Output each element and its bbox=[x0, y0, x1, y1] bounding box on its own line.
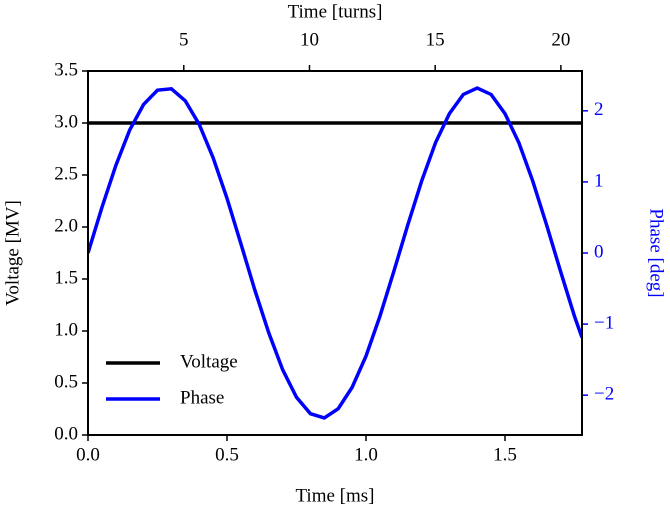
y-tick-label: 0.0 bbox=[54, 423, 78, 444]
y2-tick-label: −1 bbox=[594, 312, 614, 333]
x2-tick-label: 10 bbox=[300, 29, 319, 50]
x-tick-label: 1.0 bbox=[354, 444, 378, 465]
legend-label: Voltage bbox=[180, 351, 238, 372]
y-tick-label: 3.5 bbox=[54, 59, 78, 80]
y2-tick-label: 2 bbox=[594, 99, 604, 120]
y-tick-label: 2.0 bbox=[54, 215, 78, 236]
x-tick-label: 0.5 bbox=[215, 444, 239, 465]
x2-axis-label: Time [turns] bbox=[288, 1, 383, 22]
x-axis-label: Time [ms] bbox=[295, 485, 374, 506]
y-tick-label: 2.5 bbox=[54, 163, 78, 184]
x2-tick-label: 15 bbox=[426, 29, 445, 50]
y-tick-label: 3.0 bbox=[54, 111, 78, 132]
y2-tick-label: −2 bbox=[594, 384, 614, 405]
y2-tick-label: 0 bbox=[594, 241, 604, 262]
plot-frame bbox=[87, 70, 583, 436]
y-tick-label: 1.0 bbox=[54, 319, 78, 340]
y2-axis-label: Phase [deg] bbox=[646, 208, 667, 297]
legend-label: Phase bbox=[180, 387, 224, 408]
x2-tick-label: 5 bbox=[179, 29, 189, 50]
x2-tick-label: 20 bbox=[551, 29, 570, 50]
y-tick-label: 1.5 bbox=[54, 267, 78, 288]
x-tick-label: 0.0 bbox=[76, 444, 100, 465]
y2-tick-label: 1 bbox=[594, 170, 604, 191]
x-tick-label: 1.5 bbox=[493, 444, 517, 465]
y-axis-label: Voltage [MV] bbox=[2, 200, 23, 306]
y-tick-label: 0.5 bbox=[54, 371, 78, 392]
series-line bbox=[88, 86, 582, 420]
